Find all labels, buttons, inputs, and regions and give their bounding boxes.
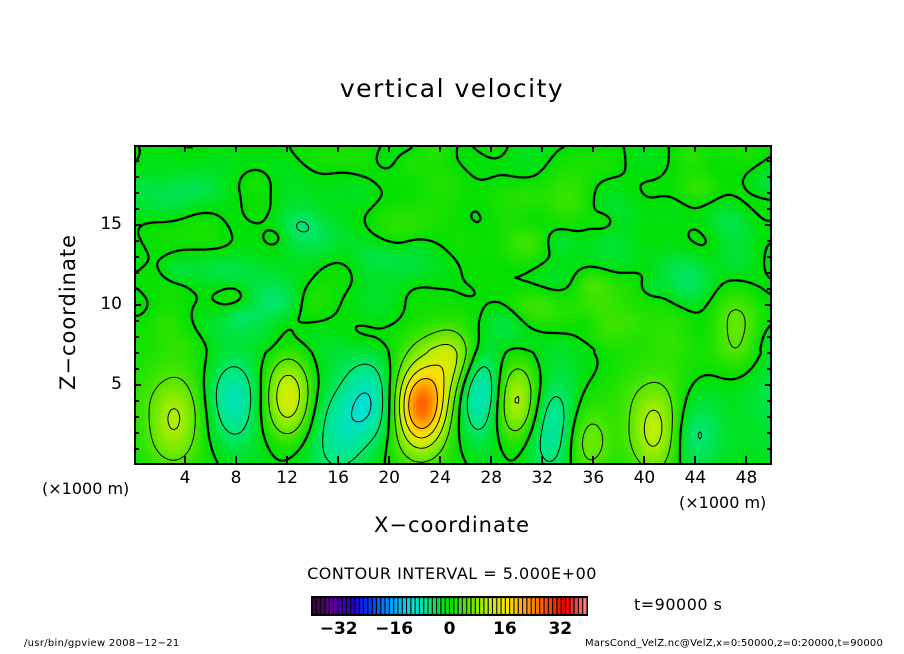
gpview-plot-window: vertical velocity 4 8 12 16 20 24 28 32 36 40 44 48… <box>0 0 904 654</box>
z-axis-tick <box>767 176 772 178</box>
x-axis-tick <box>490 456 492 463</box>
colorbar <box>311 596 588 616</box>
x-axis-tick-label: 20 <box>369 468 409 488</box>
y-axis-title: Z−coordinate <box>56 192 80 432</box>
x-axis-tick <box>388 456 390 463</box>
time-annotation: t=90000 s <box>634 595 723 614</box>
colorbar-tick-label: 16 <box>483 619 527 639</box>
z-axis-tick <box>767 416 772 418</box>
z-axis-tick-label: 5 <box>88 374 122 394</box>
x-axis-tick <box>337 456 339 463</box>
z-axis-tick <box>767 160 772 162</box>
x-axis-tick-label: 24 <box>420 468 460 488</box>
x-axis-tick-label: 16 <box>318 468 358 488</box>
x-axis-tick <box>337 145 339 152</box>
z-axis-tick <box>767 288 772 290</box>
z-axis-tick <box>767 336 772 338</box>
x-axis-tick <box>592 456 594 463</box>
x-axis-tick <box>592 145 594 152</box>
x-axis-tick <box>439 145 441 152</box>
x-axis-tick <box>235 456 237 463</box>
x-unit-label: (×1000 m) <box>679 493 766 512</box>
z-axis-tick <box>767 192 772 194</box>
z-axis-tick <box>767 400 772 402</box>
z-axis-tick <box>767 240 772 242</box>
z-axis-tick-label: 15 <box>88 214 122 234</box>
x-axis-tick <box>643 145 645 152</box>
x-axis-tick <box>184 456 186 463</box>
footer-command: /usr/bin/gpview 2008−12−21 <box>24 638 180 649</box>
z-axis-tick <box>134 192 139 194</box>
z-axis-tick <box>134 208 139 210</box>
x-axis-tick-label: 32 <box>522 468 562 488</box>
x-axis-tick-label: 36 <box>573 468 613 488</box>
colorbar-tick-label: 32 <box>538 619 582 639</box>
contour-field <box>136 147 770 463</box>
colorbar-gradient <box>311 596 588 616</box>
z-axis-tick <box>134 224 141 226</box>
x-axis-tick <box>490 145 492 152</box>
z-axis-tick <box>134 432 139 434</box>
z-axis-tick <box>767 208 772 210</box>
x-axis-tick-label: 4 <box>165 468 205 488</box>
z-axis-tick <box>134 176 139 178</box>
z-axis-tick <box>765 384 772 386</box>
x-axis-tick <box>286 456 288 463</box>
z-axis-tick <box>134 288 139 290</box>
colorbar-tick-label: −16 <box>372 619 416 639</box>
x-axis-tick <box>184 145 186 152</box>
z-axis-tick <box>767 448 772 450</box>
z-axis-tick <box>134 352 139 354</box>
z-axis-tick <box>134 240 139 242</box>
x-axis-tick <box>439 456 441 463</box>
z-axis-tick <box>134 400 139 402</box>
z-axis-tick <box>765 304 772 306</box>
x-axis-tick <box>388 145 390 152</box>
z-axis-tick <box>767 256 772 258</box>
x-axis-tick <box>541 145 543 152</box>
z-axis-tick <box>134 416 139 418</box>
z-axis-tick <box>767 432 772 434</box>
x-axis-tick-label: 12 <box>267 468 307 488</box>
x-axis-tick <box>235 145 237 152</box>
z-axis-tick-label: 10 <box>88 294 122 314</box>
z-axis-tick <box>767 272 772 274</box>
z-axis-tick <box>134 448 139 450</box>
x-axis-tick <box>643 456 645 463</box>
z-axis-tick <box>134 272 139 274</box>
z-axis-tick <box>134 368 139 370</box>
z-unit-label: (×1000 m) <box>42 479 129 498</box>
x-axis-tick-label: 8 <box>216 468 256 488</box>
x-axis-tick <box>745 145 747 152</box>
x-axis-tick <box>541 456 543 463</box>
z-axis-tick <box>767 352 772 354</box>
z-axis-tick <box>134 320 139 322</box>
x-axis-tick-label: 48 <box>726 468 766 488</box>
colorbar-tick-label: −32 <box>317 619 361 639</box>
contour-interval-label: CONTOUR INTERVAL = 5.000E+00 <box>0 564 904 583</box>
z-axis-tick <box>134 336 139 338</box>
x-axis-tick-label: 44 <box>675 468 715 488</box>
footer-source: MarsCond_VelZ.nc@VelZ,x=0:50000,z=0:2000… <box>585 638 883 649</box>
z-axis-tick <box>134 304 141 306</box>
x-axis-tick <box>286 145 288 152</box>
page-title: vertical velocity <box>0 74 904 103</box>
colorbar-tick-label: 0 <box>428 619 472 639</box>
x-axis-tick <box>745 456 747 463</box>
z-axis-tick <box>134 256 139 258</box>
contour-plot-area <box>134 145 772 465</box>
x-axis-tick <box>694 456 696 463</box>
x-axis-tick <box>694 145 696 152</box>
x-axis-title: X−coordinate <box>0 513 904 537</box>
z-axis-tick <box>767 320 772 322</box>
z-axis-tick <box>134 160 139 162</box>
x-axis-tick-label: 28 <box>471 468 511 488</box>
z-axis-tick <box>134 384 141 386</box>
z-axis-tick <box>767 368 772 370</box>
x-axis-tick-label: 40 <box>624 468 664 488</box>
z-axis-tick <box>765 224 772 226</box>
